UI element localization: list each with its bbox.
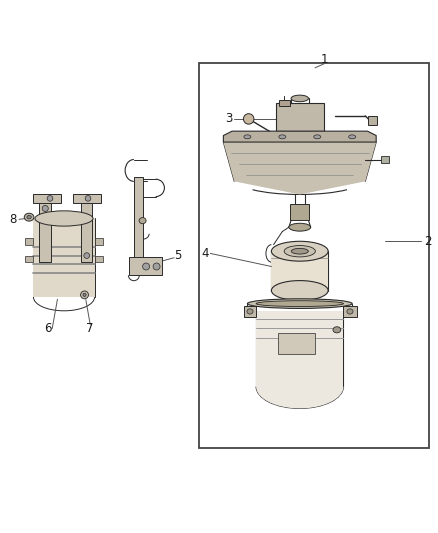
- Ellipse shape: [291, 95, 308, 102]
- Ellipse shape: [244, 135, 251, 139]
- Text: 5: 5: [174, 249, 181, 262]
- Bar: [130, 257, 162, 275]
- Ellipse shape: [279, 135, 286, 139]
- Ellipse shape: [314, 135, 321, 139]
- Bar: [199, 63, 428, 448]
- Polygon shape: [33, 219, 95, 297]
- Text: 7: 7: [86, 322, 94, 335]
- Ellipse shape: [289, 223, 311, 231]
- Text: 3: 3: [225, 112, 232, 125]
- Polygon shape: [223, 131, 376, 142]
- Ellipse shape: [247, 309, 253, 314]
- Ellipse shape: [83, 293, 86, 296]
- Ellipse shape: [153, 263, 160, 270]
- Ellipse shape: [139, 217, 146, 224]
- Bar: [39, 203, 51, 262]
- Ellipse shape: [291, 248, 308, 254]
- Bar: [278, 333, 315, 354]
- Bar: [368, 116, 378, 125]
- Bar: [381, 156, 389, 163]
- Ellipse shape: [256, 301, 343, 306]
- Polygon shape: [256, 386, 343, 408]
- Ellipse shape: [35, 211, 93, 226]
- Bar: [276, 103, 324, 131]
- Bar: [95, 256, 103, 262]
- Bar: [95, 238, 103, 245]
- Polygon shape: [256, 311, 343, 386]
- Ellipse shape: [333, 327, 341, 333]
- Bar: [32, 193, 61, 203]
- Ellipse shape: [85, 196, 91, 201]
- Text: 1: 1: [321, 53, 328, 66]
- Ellipse shape: [24, 213, 34, 221]
- Bar: [290, 204, 309, 220]
- Bar: [134, 177, 143, 258]
- Polygon shape: [343, 306, 357, 317]
- Ellipse shape: [47, 196, 53, 201]
- Bar: [25, 238, 33, 245]
- Bar: [279, 100, 290, 106]
- Text: 2: 2: [424, 235, 431, 248]
- Ellipse shape: [347, 309, 353, 314]
- Ellipse shape: [349, 135, 356, 139]
- Text: 6: 6: [44, 322, 52, 335]
- Bar: [81, 203, 92, 262]
- Polygon shape: [272, 251, 328, 290]
- Bar: [25, 256, 33, 262]
- Ellipse shape: [244, 114, 254, 124]
- Text: 4: 4: [201, 247, 209, 260]
- Ellipse shape: [42, 205, 48, 212]
- Polygon shape: [223, 142, 376, 195]
- Bar: [73, 193, 101, 203]
- Ellipse shape: [272, 280, 328, 301]
- Ellipse shape: [81, 291, 88, 299]
- Text: 8: 8: [9, 213, 17, 226]
- Ellipse shape: [284, 246, 315, 257]
- Polygon shape: [244, 306, 256, 317]
- Ellipse shape: [247, 299, 352, 309]
- Ellipse shape: [27, 215, 31, 219]
- Ellipse shape: [84, 253, 89, 259]
- Ellipse shape: [143, 263, 150, 270]
- Ellipse shape: [272, 241, 328, 261]
